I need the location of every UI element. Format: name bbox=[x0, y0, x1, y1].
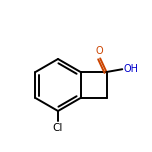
Text: OH: OH bbox=[123, 64, 138, 74]
Text: O: O bbox=[95, 46, 103, 56]
Text: Cl: Cl bbox=[53, 123, 63, 133]
